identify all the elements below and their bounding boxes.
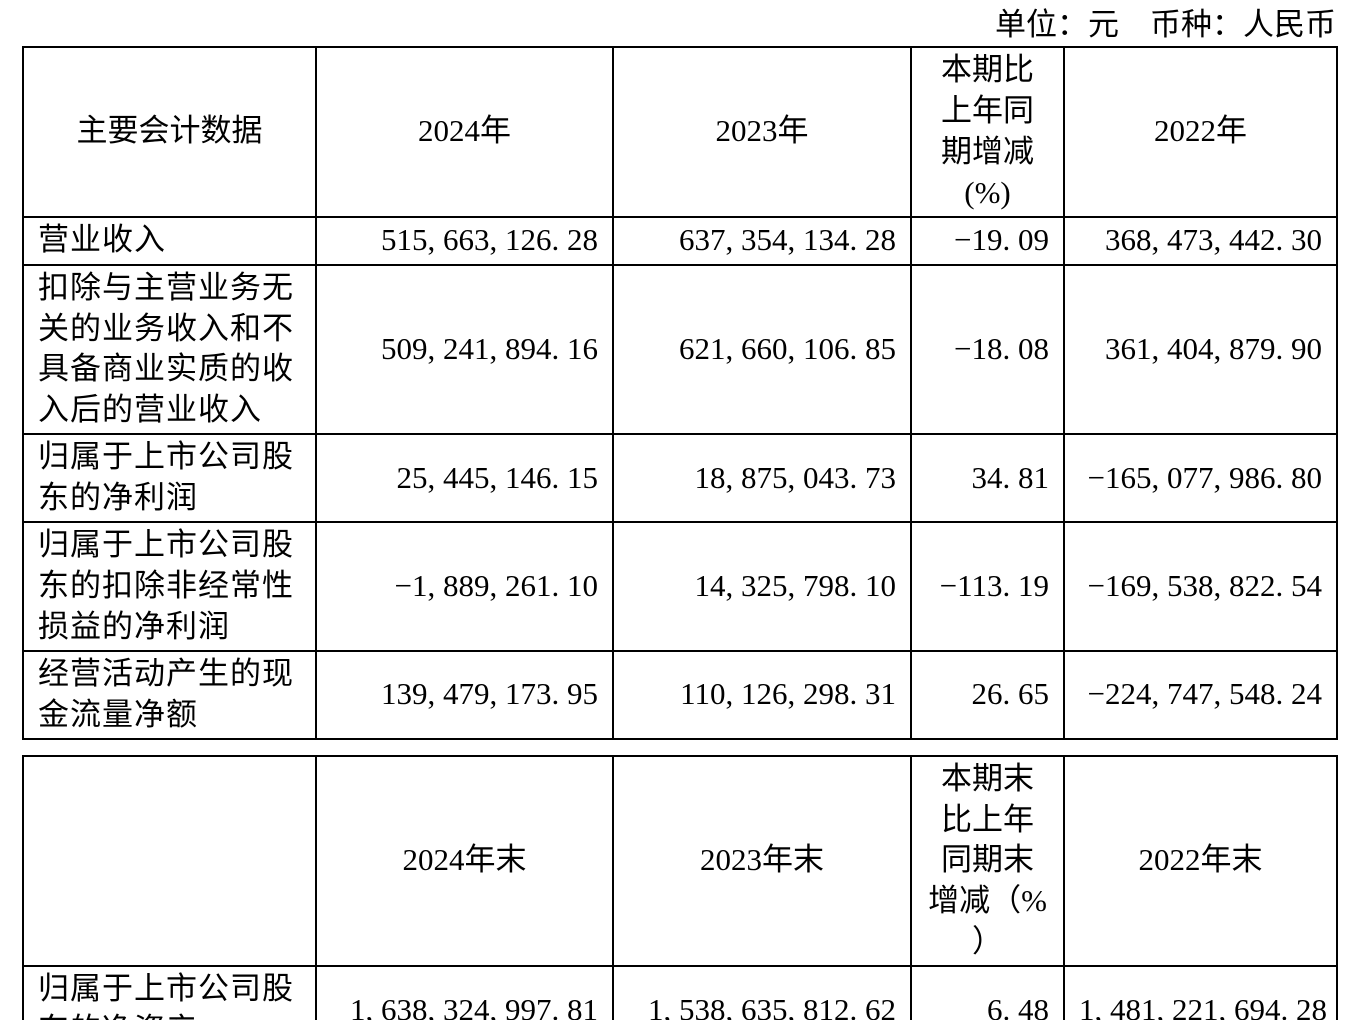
row-label: 营业收入 bbox=[22, 215, 317, 266]
value-change: 34. 81 bbox=[910, 433, 1065, 524]
table-row-net-profit-excl-nonrecurring: 归属于上市公司股东的扣除非经常性损益的净利润 −1, 889, 261. 10 … bbox=[22, 521, 1338, 652]
table2-header-row: 2024年末 2023年末 本期末 比上年 同期末 增减（% ） 2022年末 bbox=[22, 754, 1338, 968]
col-header-end-yoy-change: 本期末 比上年 同期末 增减（% ） bbox=[910, 754, 1065, 968]
value-change: 26. 65 bbox=[910, 649, 1065, 740]
value-change: 6. 48 bbox=[910, 965, 1065, 1020]
value-2022-end: 1, 481, 221, 694. 28 bbox=[1063, 965, 1338, 1020]
table-row-operating-revenue: 营业收入 515, 663, 126. 28 637, 354, 134. 28… bbox=[22, 215, 1338, 266]
col-header-2024: 2024年 bbox=[315, 46, 614, 218]
table-row-net-profit: 归属于上市公司股东的净利润 25, 445, 146. 15 18, 875, … bbox=[22, 433, 1338, 524]
value-change: −18. 08 bbox=[910, 263, 1065, 436]
value-change: −19. 09 bbox=[910, 215, 1065, 266]
col-header-2023: 2023年 bbox=[612, 46, 912, 218]
table-row-revenue-after-deduction: 扣除与主营业务无关的业务收入和不具备商业实质的收入后的营业收入 509, 241… bbox=[22, 263, 1338, 436]
col-header-2024-end: 2024年末 bbox=[315, 754, 614, 968]
value-2022: 368, 473, 442. 30 bbox=[1063, 215, 1338, 266]
financial-report-page: 单位：元 币种：人民币 主要会计数据 2024年 2023年 本期比 上年同 期… bbox=[0, 6, 1358, 1020]
value-change: −113. 19 bbox=[910, 521, 1065, 652]
col-header-yoy-change: 本期比 上年同 期增减 (%) bbox=[910, 46, 1065, 218]
value-2024: 515, 663, 126. 28 bbox=[315, 215, 614, 266]
row-label: 归属于上市公司股东的净资产 bbox=[22, 965, 317, 1020]
value-2023: 14, 325, 798. 10 bbox=[612, 521, 912, 652]
key-accounting-data-table: 主要会计数据 2024年 2023年 本期比 上年同 期增减 (%) 2022年… bbox=[22, 46, 1338, 740]
value-2022: −165, 077, 986. 80 bbox=[1063, 433, 1338, 524]
row-label: 经营活动产生的现金流量净额 bbox=[22, 649, 317, 740]
value-2024: 139, 479, 173. 95 bbox=[315, 649, 614, 740]
col-header-2022: 2022年 bbox=[1063, 46, 1338, 218]
col-header-2023-end: 2023年末 bbox=[612, 754, 912, 968]
value-2024: 509, 241, 894. 16 bbox=[315, 263, 614, 436]
row-label: 归属于上市公司股东的扣除非经常性损益的净利润 bbox=[22, 521, 317, 652]
value-2022: −224, 747, 548. 24 bbox=[1063, 649, 1338, 740]
table-row-operating-cash-flow: 经营活动产生的现金流量净额 139, 479, 173. 95 110, 126… bbox=[22, 649, 1338, 740]
col-header-2022-end: 2022年末 bbox=[1063, 754, 1338, 968]
value-2023: 637, 354, 134. 28 bbox=[612, 215, 912, 266]
unit-currency-note: 单位：元 币种：人民币 bbox=[995, 7, 1336, 42]
table-row-net-assets: 归属于上市公司股东的净资产 1, 638, 324, 997. 81 1, 53… bbox=[22, 965, 1338, 1020]
value-2023: 110, 126, 298. 31 bbox=[612, 649, 912, 740]
value-2024: −1, 889, 261. 10 bbox=[315, 521, 614, 652]
value-2024: 25, 445, 146. 15 bbox=[315, 433, 614, 524]
row-label: 归属于上市公司股东的净利润 bbox=[22, 433, 317, 524]
value-2023: 621, 660, 106. 85 bbox=[612, 263, 912, 436]
table1-header-row: 主要会计数据 2024年 2023年 本期比 上年同 期增减 (%) 2022年 bbox=[22, 46, 1338, 218]
value-2024-end: 1, 638, 324, 997. 81 bbox=[315, 965, 614, 1020]
value-2023-end: 1, 538, 635, 812. 62 bbox=[612, 965, 912, 1020]
col-header-main-accounting-data: 主要会计数据 bbox=[22, 46, 317, 218]
row-label: 扣除与主营业务无关的业务收入和不具备商业实质的收入后的营业收入 bbox=[22, 263, 317, 436]
value-2022: −169, 538, 822. 54 bbox=[1063, 521, 1338, 652]
value-2023: 18, 875, 043. 73 bbox=[612, 433, 912, 524]
col-header-empty bbox=[22, 754, 317, 968]
value-2022: 361, 404, 879. 90 bbox=[1063, 263, 1338, 436]
period-end-data-table: 2024年末 2023年末 本期末 比上年 同期末 增减（% ） 2022年末 … bbox=[22, 754, 1338, 1020]
